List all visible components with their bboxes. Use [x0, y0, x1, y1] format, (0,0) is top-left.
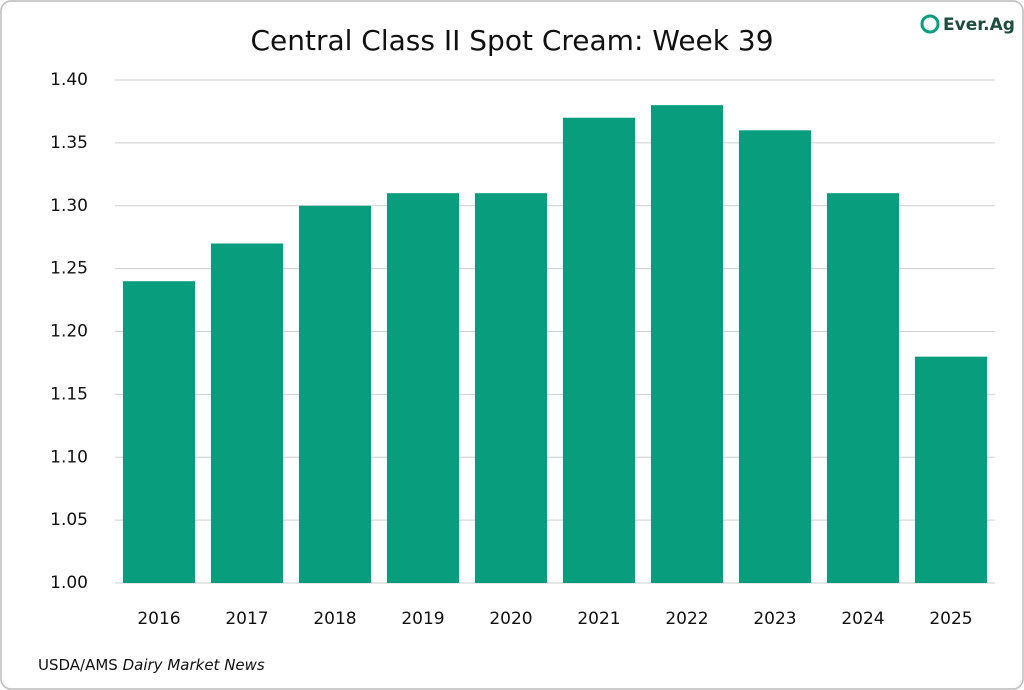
- x-tick-label: 2023: [753, 609, 796, 629]
- bar: [914, 356, 988, 583]
- bar: [562, 117, 636, 583]
- y-tick-label: 1.15: [50, 384, 88, 404]
- source: USDA/AMS Dairy Market News: [38, 656, 265, 674]
- y-tick-label: 1.30: [50, 196, 88, 216]
- x-tick-label: 2016: [137, 609, 180, 629]
- x-tick-label: 2017: [225, 609, 268, 629]
- source-prefix: USDA/AMS: [38, 656, 118, 674]
- y-tick-label: 1.20: [50, 322, 88, 342]
- y-tick-label: 1.05: [50, 510, 88, 530]
- bar: [298, 205, 372, 583]
- x-tick-label: 2021: [577, 609, 620, 629]
- x-tick-label: 2022: [665, 609, 708, 629]
- y-tick-label: 1.35: [50, 133, 88, 153]
- x-tick-label: 2024: [841, 609, 884, 629]
- logo-icon: [920, 14, 940, 34]
- bar: [210, 243, 284, 583]
- y-tick-label: 1.00: [50, 573, 88, 593]
- x-tick-label: 2020: [489, 609, 532, 629]
- bar: [474, 193, 548, 584]
- bar: [650, 105, 724, 584]
- x-tick-label: 2018: [313, 609, 356, 629]
- bar: [738, 130, 812, 584]
- bar: [122, 281, 196, 583]
- bar: [386, 193, 460, 584]
- y-tick-label: 1.10: [50, 447, 88, 467]
- logo: Ever.Ag: [943, 15, 1015, 35]
- x-tick-label: 2019: [401, 609, 444, 629]
- source-italic: Dairy Market News: [123, 656, 265, 674]
- bar: [826, 193, 900, 584]
- y-tick-label: 1.40: [50, 70, 88, 90]
- chart-title: Central Class II Spot Cream: Week 39: [250, 24, 773, 57]
- y-tick-label: 1.25: [50, 259, 88, 279]
- x-tick-label: 2025: [929, 609, 972, 629]
